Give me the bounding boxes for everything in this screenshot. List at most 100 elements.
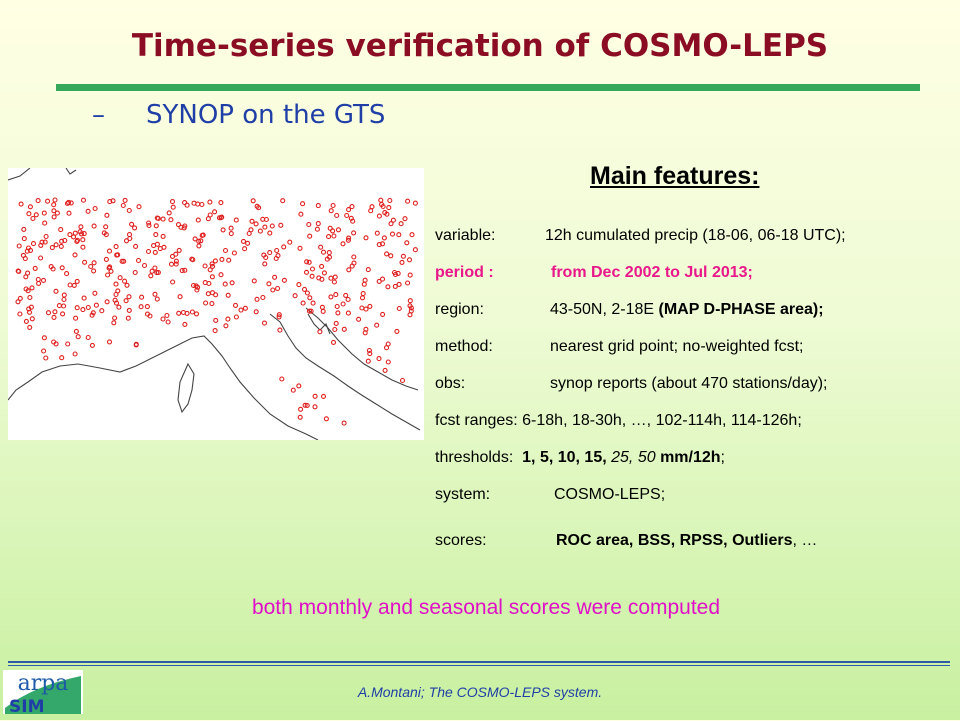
station-marker [133, 243, 139, 249]
station-marker [59, 265, 65, 271]
station-marker [85, 334, 91, 341]
station-marker [233, 314, 239, 320]
station-marker [253, 309, 259, 315]
station-marker [233, 217, 239, 223]
station-marker [80, 307, 86, 313]
station-marker [138, 304, 144, 310]
footer-rule [8, 661, 950, 663]
station-marker [242, 246, 248, 252]
station-marker [333, 320, 339, 326]
station-marker [51, 202, 57, 208]
station-marker [351, 230, 357, 236]
station-marker [399, 259, 405, 265]
station-marker [73, 328, 79, 334]
station-marker [203, 300, 209, 306]
station-marker [145, 248, 152, 255]
station-marker [365, 358, 371, 364]
station-marker [202, 263, 208, 269]
feature-fcst-ranges: fcst ranges: 6-18h, 18-30h, …, 102-114h,… [435, 412, 802, 430]
station-marker [384, 251, 390, 257]
station-marker [178, 224, 184, 230]
station-marker [59, 355, 65, 361]
station-marker [407, 303, 413, 309]
station-marker [184, 202, 190, 208]
station-marker [309, 266, 316, 272]
station-marker [279, 376, 285, 382]
station-marker [251, 278, 257, 284]
station-marker [328, 275, 334, 281]
station-marker [262, 224, 268, 230]
station-marker [368, 208, 374, 214]
station-marker [276, 312, 282, 318]
station-marker [351, 254, 357, 260]
station-marker [42, 220, 48, 226]
station-marker [246, 230, 252, 237]
station-marker [278, 222, 284, 228]
station-marker [51, 339, 57, 345]
feature-region: region: 43-50N, 2-18E (MAP D-PHASE area); [435, 301, 824, 319]
station-marker [306, 221, 312, 228]
station-marker [296, 383, 302, 389]
station-marker [356, 316, 362, 322]
station-marker [17, 311, 23, 317]
station-marker [27, 204, 33, 210]
feature-scores-tail: , … [792, 532, 818, 549]
station-marker [165, 319, 171, 325]
station-marker [385, 359, 391, 365]
station-marker [229, 280, 235, 286]
station-marker [92, 205, 98, 212]
station-marker [72, 351, 78, 357]
station-marker [129, 221, 135, 227]
station-marker [376, 213, 382, 219]
station-marker [304, 259, 310, 265]
bullet-line: – SYNOP on the GTS [92, 100, 385, 130]
station-marker [65, 341, 71, 347]
station-marker [113, 244, 119, 250]
station-marker [58, 227, 64, 233]
station-marker [200, 232, 206, 238]
station-marker [290, 387, 296, 393]
station-marker [245, 240, 251, 246]
station-marker [317, 329, 323, 335]
station-marker [91, 268, 97, 274]
station-marker [222, 281, 228, 287]
station-marker [310, 300, 316, 306]
station-marker [388, 221, 394, 227]
feature-method: method: nearest grid point; no-weighted f… [435, 338, 803, 356]
station-marker [269, 223, 275, 229]
station-marker [209, 274, 215, 280]
station-marker [132, 225, 138, 231]
station-marker [219, 256, 225, 262]
station-marker [340, 241, 346, 247]
station-marker [126, 294, 132, 300]
station-marker [124, 282, 130, 288]
station-marker [301, 286, 308, 292]
features-heading: Main features: [590, 162, 760, 190]
station-marker [122, 278, 128, 284]
station-marker [306, 259, 312, 265]
station-marker [103, 232, 109, 238]
station-marker [136, 204, 142, 210]
station-marker [212, 328, 218, 334]
station-marker [304, 290, 310, 296]
station-marker [319, 263, 325, 269]
station-marker [21, 236, 27, 242]
station-marker [176, 247, 182, 253]
station-marker [228, 225, 234, 231]
station-marker [195, 217, 201, 223]
footer-rule-thin [8, 665, 950, 666]
station-marker [106, 248, 113, 254]
station-marker [297, 245, 303, 251]
feature-period-label: period : [435, 264, 494, 281]
station-marker [261, 320, 268, 326]
station-marker [330, 202, 336, 209]
station-marker [407, 312, 413, 318]
station-marker [54, 210, 60, 216]
station-marker [399, 377, 406, 384]
station-marker [41, 210, 47, 216]
station-marker [113, 300, 120, 306]
station-marker [379, 276, 386, 282]
station-marker [173, 258, 179, 264]
feature-scores: scores: ROC area, BSS, RPSS, Outliers, … [435, 532, 817, 550]
station-marker [320, 249, 327, 255]
